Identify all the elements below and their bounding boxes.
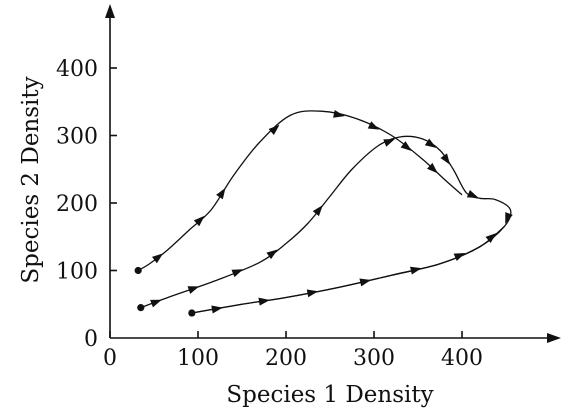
x-axis-label: Species 1 Density — [226, 382, 433, 408]
direction-arrow — [333, 109, 345, 118]
y-tick-label: 200 — [56, 192, 98, 217]
direction-arrow — [410, 266, 422, 275]
y-tick-label: 400 — [56, 57, 98, 82]
direction-arrow — [211, 305, 223, 314]
x-tick-label: 0 — [103, 346, 117, 371]
direction-arrow — [216, 187, 226, 200]
y-tick-label: 100 — [56, 260, 98, 285]
x-axis-arrowhead — [547, 333, 561, 343]
tick-group: 0 100 200 300 400 0 100 200 300 400 — [56, 57, 483, 371]
direction-arrow — [266, 249, 278, 260]
direction-arrow — [150, 299, 162, 308]
y-tick-label: 0 — [84, 327, 98, 352]
direction-arrow — [312, 205, 323, 217]
direction-arrow — [505, 212, 513, 224]
direction-arrow — [427, 162, 438, 174]
direction-arrow — [187, 286, 200, 294]
x-tick-label: 100 — [177, 346, 219, 371]
direction-arrow — [466, 189, 479, 198]
direction-arrow — [440, 153, 451, 165]
direction-arrow — [268, 124, 280, 136]
x-tick-label: 400 — [441, 346, 483, 371]
trajectory-group — [134, 109, 513, 317]
direction-arrow — [400, 141, 412, 151]
direction-arrow — [193, 215, 205, 227]
direction-arrow — [383, 139, 395, 147]
trajectory-start-point — [137, 304, 145, 312]
x-tick-label: 300 — [353, 346, 395, 371]
direction-arrow — [367, 121, 380, 130]
direction-arrow — [359, 278, 372, 287]
direction-arrow — [306, 289, 319, 298]
y-axis-label: Species 2 Density — [18, 76, 44, 283]
y-axis-arrowhead — [105, 4, 115, 18]
x-tick-label: 200 — [265, 346, 307, 371]
trajectory-line — [137, 110, 463, 272]
trajectory-start-point — [134, 266, 142, 275]
direction-arrow — [258, 297, 270, 306]
direction-arrow — [231, 269, 244, 278]
direction-arrow — [151, 253, 164, 264]
direction-arrow — [424, 138, 437, 148]
trajectory-start-point — [188, 309, 196, 317]
direction-arrow — [453, 252, 466, 261]
axes — [105, 4, 561, 343]
y-tick-label: 300 — [56, 125, 98, 150]
direction-arrow — [485, 232, 497, 244]
